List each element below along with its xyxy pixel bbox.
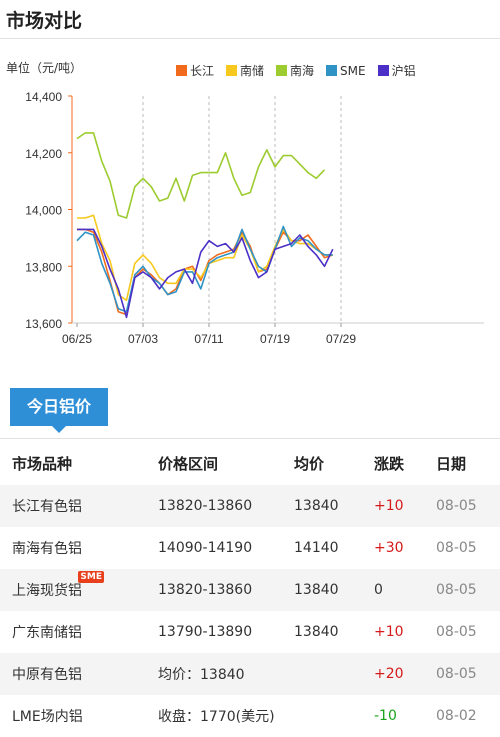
cell-market[interactable]: LME场内铝 [12,709,83,725]
legend-swatch [276,65,288,76]
section-title: 市场对比 [6,10,83,32]
table-row[interactable]: 广东南储铝 13790-13890 13840 +10 08-05 [0,611,500,653]
series-line-南海 [76,132,326,219]
y-tick-label: 13,800 [25,260,62,274]
cell-change: 0 [374,569,436,611]
cell-range: 14090-14190 [158,540,253,556]
cell-range: 13790-13890 [158,624,253,640]
cell-date: 08-05 [436,624,477,640]
series-line-沪铝 [77,228,334,319]
table-row[interactable]: 中原有色铝 均价：13840 +20 08-05 [0,653,500,695]
cell-avg: 13840 [294,624,339,640]
legend-item-changjiang[interactable]: 长江 [176,62,214,79]
cell-change: +20 [374,653,436,695]
cell-market[interactable]: 南海有色铝 [12,541,82,557]
table-row[interactable]: 南海有色铝 14090-14190 14140 +30 08-05 [0,527,500,569]
y-tick-label: 14,000 [25,204,62,218]
cell-change: -10 [374,708,397,724]
table-row[interactable]: 上海现货铝 SME 13820-13860 13840 0 08-05 [0,569,500,611]
cell-date: 08-05 [436,540,477,556]
cell-avg: 13840 [294,569,374,611]
market-name-wrap: 上海现货铝 SME [12,571,104,600]
market-name: 上海现货铝 [12,583,82,599]
col-header-market: 市场品种 [12,455,73,473]
legend-label: 沪铝 [391,64,416,78]
chart-legend: 长江 南储 南海 SME 沪铝 [176,62,416,79]
price-table: 市场品种 价格区间 均价 涨跌 日期 长江有色铝 13820-13860 138… [0,442,500,737]
cell-avg [294,653,374,695]
legend-swatch [176,65,187,76]
cell-date: 08-05 [436,569,500,611]
legend-label: 长江 [190,64,215,78]
legend-label: SME [340,63,366,78]
cell-range: 13820-13860 [158,569,294,611]
cell-market[interactable]: 中原有色铝 [0,653,158,695]
series-line-南储 [77,214,333,302]
col-header-range: 价格区间 [158,455,219,473]
legend-item-hulv[interactable]: 沪铝 [377,62,416,79]
sme-badge: SME [78,571,104,583]
cell-date: 08-02 [436,708,477,724]
cell-market[interactable]: 广东南储铝 [12,625,82,641]
table-row[interactable]: 长江有色铝 13820-13860 13840 +10 08-05 [0,485,500,527]
y-axis-unit-label: 单位（元/吨） [6,61,83,75]
cell-change: +10 [374,485,436,527]
cell-avg: 14140 [294,540,339,556]
legend-label: 南储 [240,64,265,78]
cell-date: 08-05 [436,653,500,695]
x-tick-label: 06/25 [62,332,92,346]
section-header: 市场对比 [0,0,500,39]
legend-item-nanchu[interactable]: 南储 [226,62,264,79]
y-tick-label: 14,200 [25,147,62,161]
series-line-SME [76,225,333,313]
x-tick-label: 07/03 [128,332,158,346]
x-tick-label: 07/11 [194,332,223,346]
tab-bar: 今日铝价 [0,388,500,439]
cell-range: 收盘：1770(美元) [158,709,275,725]
x-tick-label: 07/29 [326,332,356,346]
legend-item-nanhai[interactable]: 南海 [276,62,314,79]
legend-swatch [326,65,338,76]
legend-item-sme[interactable]: SME [326,62,366,79]
table-header-row: 市场品种 价格区间 均价 涨跌 日期 [0,442,500,485]
cell-avg: 13840 [294,485,374,527]
col-header-change: 涨跌 [374,455,405,473]
col-header-date: 日期 [436,455,467,473]
legend-swatch [226,65,238,76]
x-tick-label: 07/19 [260,332,290,346]
table-row[interactable]: LME场内铝 收盘：1770(美元) -10 08-02 [0,695,500,737]
legend-swatch [377,65,389,76]
cell-range: 13820-13860 [158,485,294,527]
cell-market[interactable]: 长江有色铝 [0,485,158,527]
tab-today-price[interactable]: 今日铝价 [10,388,108,426]
cell-avg [294,695,374,737]
y-tick-label: 13,600 [25,317,62,331]
cell-change: +10 [374,624,404,640]
cell-date: 08-05 [436,485,500,527]
cell-change: +30 [374,540,404,556]
tab-pointer [52,426,66,433]
cell-market[interactable]: 上海现货铝 SME [0,569,158,611]
cell-range: 均价：13840 [158,653,294,695]
col-header-avg: 均价 [294,455,325,473]
legend-label: 南海 [290,64,315,78]
y-tick-label: 14,400 [25,90,62,104]
